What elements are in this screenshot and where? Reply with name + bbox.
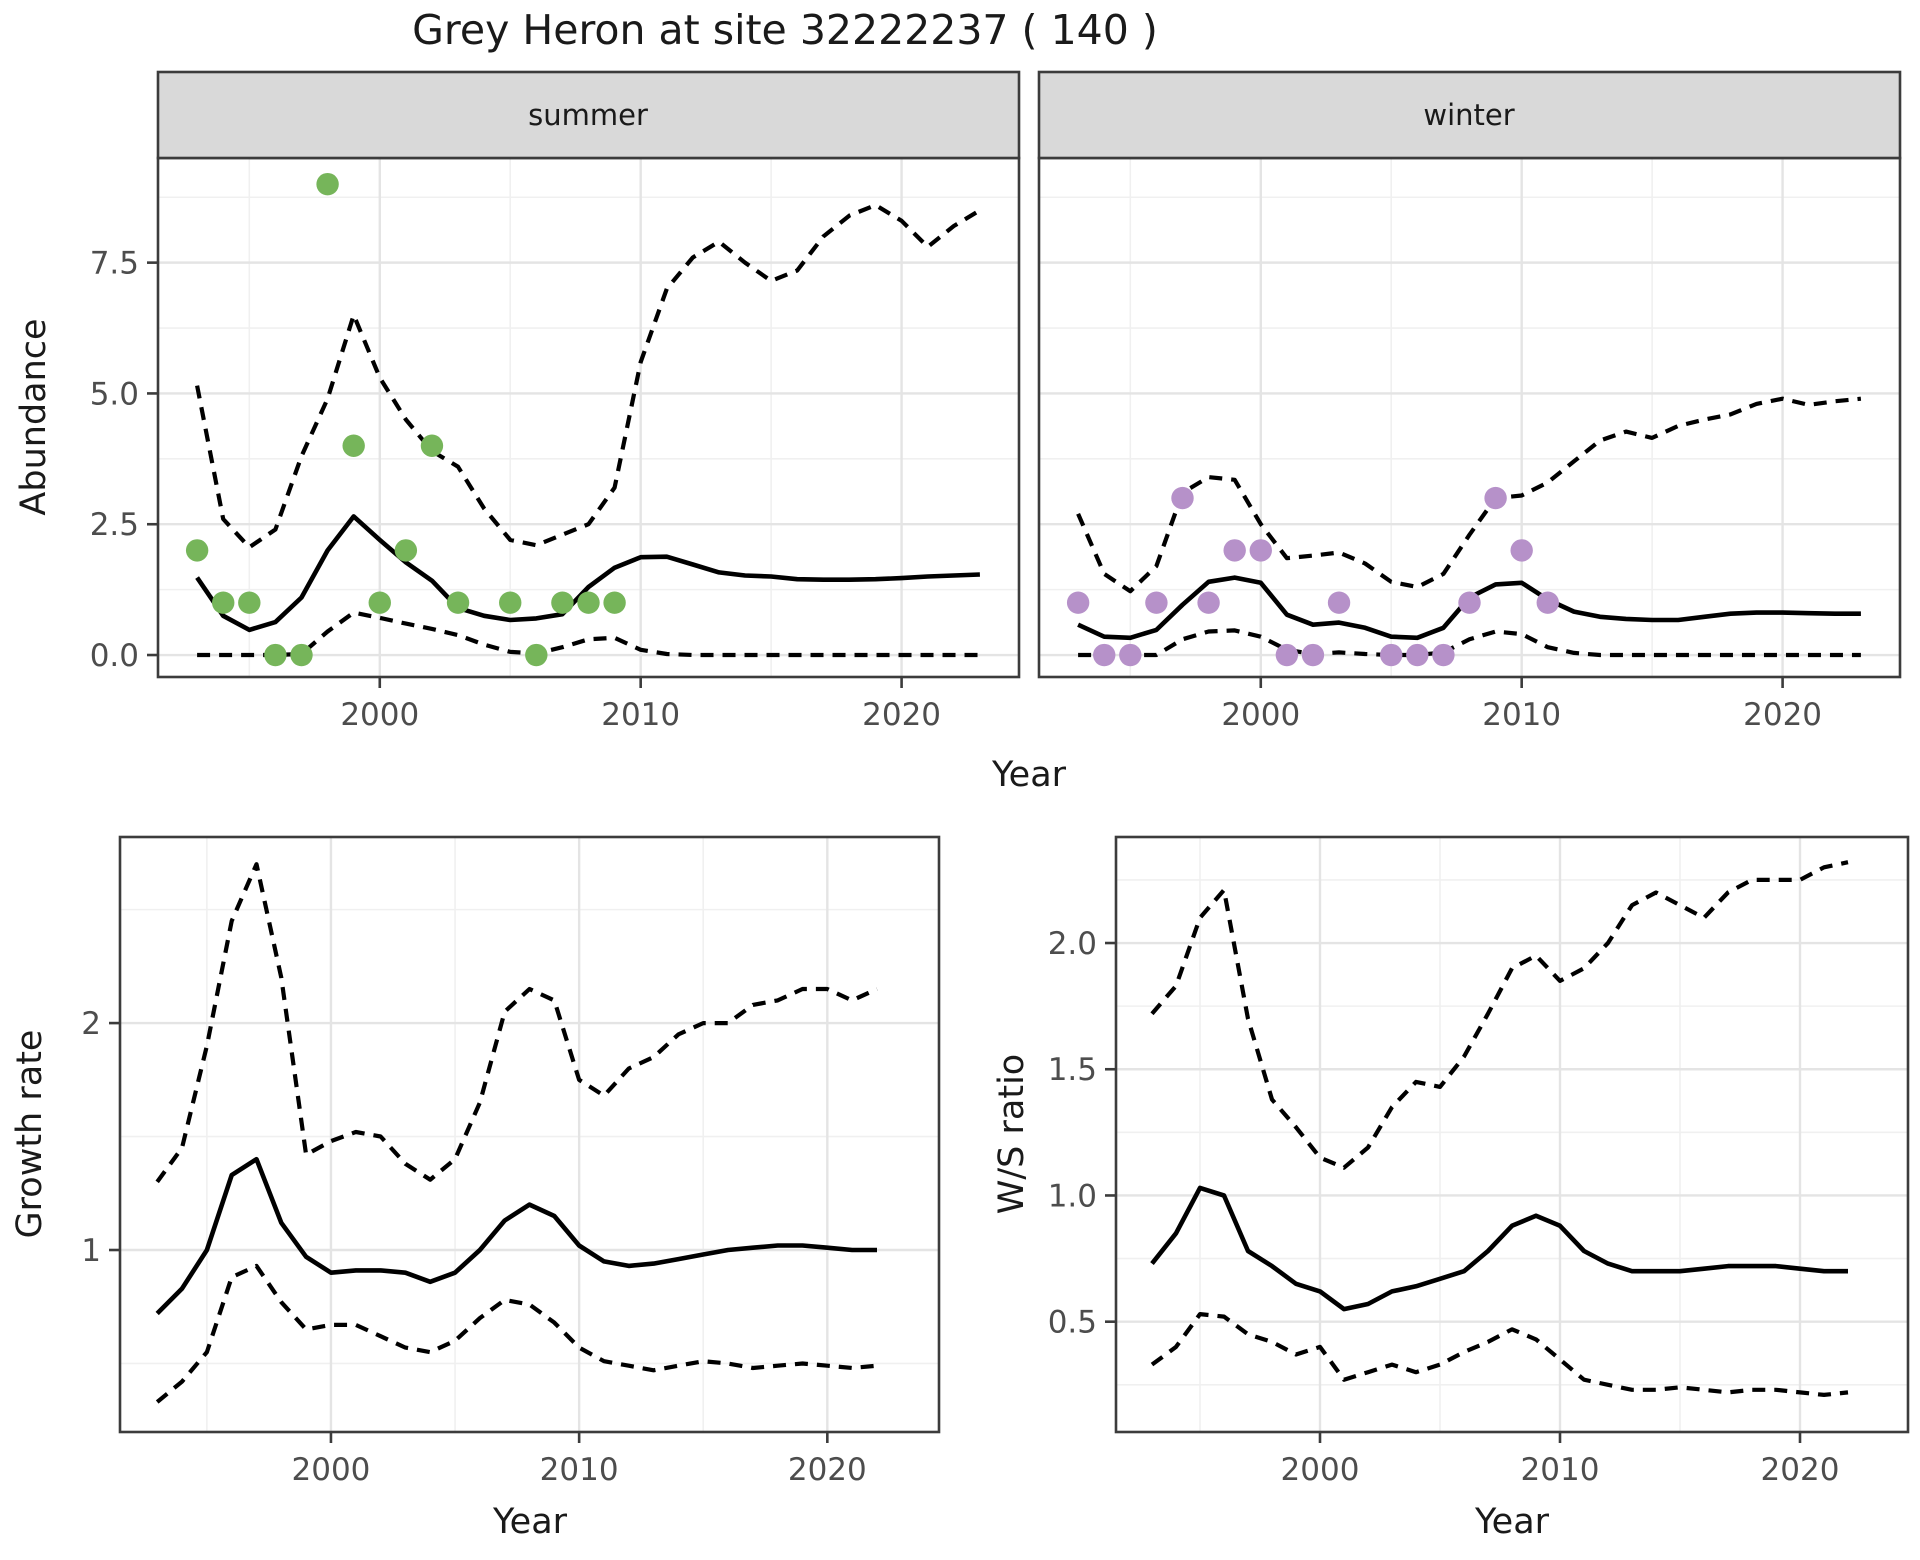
x-tick-label: 2010	[1482, 697, 1561, 733]
facet-strip	[156, 70, 1021, 160]
x-tick-label: 2010	[1521, 1452, 1600, 1488]
data-point-abundance-summer	[290, 643, 313, 667]
data-point-abundance-winter	[1093, 643, 1116, 667]
median-line-abundance-summer	[195, 514, 980, 633]
data-point-abundance-winter	[1380, 643, 1403, 667]
plot-title: Grey Heron at site 32222237 ( 140 )	[412, 6, 1158, 54]
data-point-abundance-winter	[1458, 591, 1481, 614]
data-point-abundance-summer	[342, 434, 365, 457]
y-tick-label: 5.0	[90, 376, 139, 412]
upper95-line-abundance-winter	[1076, 396, 1862, 594]
data-point-abundance-summer	[185, 539, 209, 562]
data-point-abundance-winter	[1119, 643, 1142, 667]
data-point-abundance-winter	[1301, 643, 1325, 667]
panel-background	[120, 837, 939, 1432]
data-point-abundance-winter	[1510, 539, 1533, 562]
data-point-abundance-winter	[1275, 643, 1299, 667]
data-point-abundance-summer	[238, 591, 261, 614]
data-point-abundance-winter	[1327, 591, 1351, 614]
panel-border	[118, 835, 941, 1434]
data-point-abundance-summer	[212, 591, 235, 614]
x-axis-title-year-ws: Year	[1474, 1502, 1550, 1542]
y-tick-label: 2.5	[90, 507, 139, 543]
data-point-abundance-summer	[551, 591, 574, 614]
y-tick-label: 1.0	[1048, 1178, 1097, 1214]
panel-abundance-winter: 2000 2010 2020	[1037, 70, 1902, 733]
panel-growth-rate: 2000 2010 2020 1 2	[81, 835, 941, 1488]
data-point-abundance-winter	[1171, 486, 1194, 510]
x-tick-label: 2000	[1221, 697, 1300, 733]
data-point-abundance-winter	[1406, 643, 1429, 667]
upper95-line-ws-ratio	[1150, 860, 1849, 1170]
x-tick-label: 2000	[340, 697, 419, 733]
data-point-abundance-winter	[1249, 539, 1272, 562]
lower95-line-growth-rate	[155, 1263, 878, 1404]
panel-background	[1116, 837, 1908, 1432]
data-point-abundance-summer	[446, 591, 470, 614]
upper95-line-abundance-summer	[195, 203, 981, 550]
facet-strip-label-summer: summer	[528, 98, 648, 132]
data-point-abundance-winter	[1484, 486, 1507, 510]
median-line-growth-rate	[155, 1156, 877, 1316]
data-point-abundance-summer	[525, 643, 548, 667]
y-tick-label: 2	[81, 1006, 101, 1042]
facet-strip-label-winter: winter	[1423, 98, 1515, 132]
lower95-line-abundance-summer	[197, 610, 980, 658]
x-tick-label: 2000	[1281, 1452, 1360, 1488]
data-point-abundance-summer	[264, 643, 287, 667]
panel-abundance-summer: 2000 2010 2020 0.0 2.5 5.0 7.5	[90, 70, 1021, 733]
y-tick-label: 7.5	[90, 246, 139, 282]
data-point-abundance-summer	[394, 539, 418, 562]
panel-border	[1114, 835, 1910, 1434]
median-line-ws-ratio	[1150, 1185, 1848, 1312]
data-point-abundance-summer	[499, 591, 522, 614]
panel-background	[1039, 158, 1900, 677]
x-tick-label: 2020	[862, 697, 941, 733]
facet-strip	[1037, 70, 1902, 160]
x-tick-label: 2010	[540, 1452, 619, 1488]
data-point-abundance-winter	[1223, 539, 1246, 562]
data-point-abundance-summer	[368, 591, 391, 614]
data-point-abundance-winter	[1536, 591, 1559, 614]
panel-ws-ratio: 2000 2010 2020 0.5 1.0 1.5 2.0	[1048, 835, 1910, 1488]
x-axis-title-year-growth: Year	[492, 1502, 568, 1542]
data-point-abundance-winter	[1432, 643, 1455, 667]
x-tick-label: 2020	[788, 1452, 867, 1488]
x-tick-label: 2000	[292, 1452, 371, 1488]
upper95-line-growth-rate	[155, 862, 878, 1184]
panel-background	[158, 158, 1019, 677]
y-tick-label: 1	[81, 1233, 101, 1269]
data-point-abundance-summer	[603, 591, 626, 614]
x-tick-label: 2020	[1761, 1452, 1840, 1488]
y-tick-label: 2.0	[1048, 926, 1097, 962]
x-tick-label: 2020	[1743, 697, 1822, 733]
lower95-line-abundance-winter	[1078, 628, 1861, 658]
data-point-abundance-summer	[316, 172, 339, 196]
y-axis-title-ws-ratio: W/S ratio	[992, 1053, 1032, 1215]
y-axis-title-growth-rate: Growth rate	[10, 1029, 50, 1239]
data-point-abundance-winter	[1066, 591, 1090, 614]
y-tick-label: 0.0	[90, 638, 139, 674]
data-point-abundance-winter	[1145, 591, 1168, 614]
data-point-abundance-winter	[1197, 591, 1220, 614]
lower95-line-ws-ratio	[1150, 1312, 1849, 1397]
y-tick-label: 0.5	[1048, 1305, 1097, 1341]
y-axis-title-abundance: Abundance	[14, 318, 54, 516]
data-point-abundance-summer	[577, 591, 600, 614]
x-tick-label: 2010	[601, 697, 680, 733]
data-point-abundance-summer	[420, 434, 444, 457]
y-tick-label: 1.5	[1048, 1052, 1097, 1088]
x-axis-title-year-top: Year	[991, 755, 1067, 795]
